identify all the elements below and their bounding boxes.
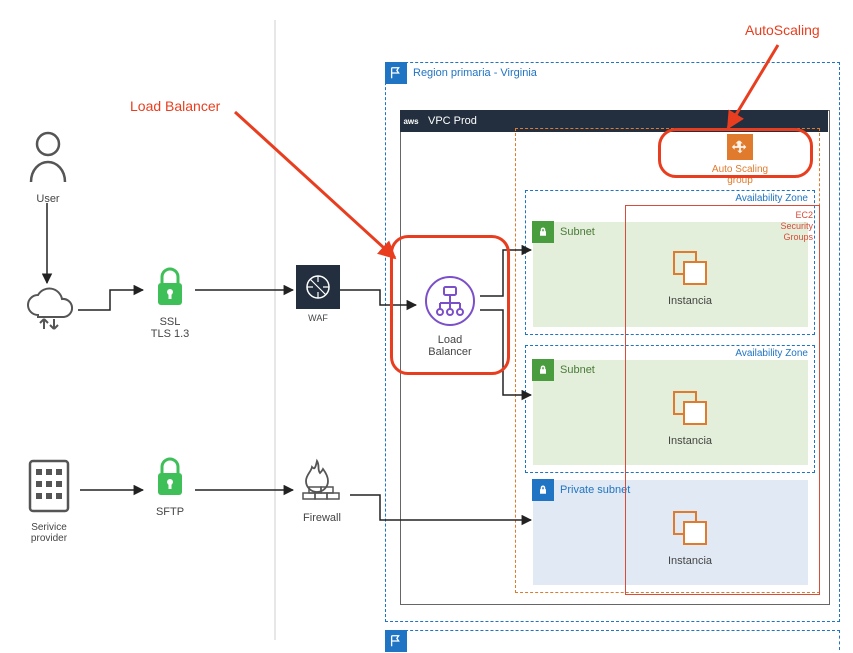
user-label: User xyxy=(25,193,71,205)
instance1-label: Instancia xyxy=(660,295,720,307)
sftp-label: SFTP xyxy=(145,506,195,518)
user-icon xyxy=(25,130,71,186)
subnet2-label: Subnet xyxy=(560,364,595,376)
autoscaling-icon xyxy=(727,134,753,160)
annotation-autoscaling: AutoScaling xyxy=(745,22,820,38)
lock-icon xyxy=(532,359,554,381)
firewall-node: Firewall xyxy=(295,455,349,524)
cloud-node xyxy=(20,285,78,338)
region-label: Region primaria - Virginia xyxy=(413,67,537,79)
ec2-instance-icon xyxy=(670,248,710,288)
ssl-lock-icon xyxy=(150,265,190,309)
annotation-load-balancer: Load Balancer xyxy=(130,98,220,114)
service-provider-node: Serivice provider xyxy=(18,455,80,544)
ssl-sublabel: TLS 1.3 xyxy=(145,328,195,340)
security-group-box: EC2 Security Groups xyxy=(625,205,820,595)
autoscaling-icon-block: Auto Scaling group xyxy=(700,134,780,186)
region-secondary-peek xyxy=(385,630,840,650)
instance-3: Instancia xyxy=(660,508,720,567)
cloud-icon xyxy=(20,285,78,335)
ssl-label: SSL xyxy=(145,316,195,328)
vpc-label: VPC Prod xyxy=(428,115,477,127)
waf-icon xyxy=(296,265,340,309)
region-flag-icon xyxy=(385,62,407,84)
instance2-label: Instancia xyxy=(660,435,720,447)
private-subnet-label: Private subnet xyxy=(560,484,630,496)
load-balancer-icon xyxy=(424,275,476,327)
az1-label: Availability Zone xyxy=(735,193,808,204)
ec2-instance-icon xyxy=(670,508,710,548)
instance-1: Instancia xyxy=(660,248,720,307)
autoscaling-label: Auto Scaling group xyxy=(700,164,780,186)
waf-node: WAF xyxy=(295,265,341,323)
user-node: User xyxy=(25,130,71,205)
diagram-canvas: Region primaria - Virginia aws VPC Prod … xyxy=(0,0,853,653)
sg-label: EC2 Security Groups xyxy=(780,210,813,242)
aws-logo-icon: aws xyxy=(400,110,422,132)
instance3-label: Instancia xyxy=(660,555,720,567)
lock-icon xyxy=(532,221,554,243)
lock-icon xyxy=(532,479,554,501)
subnet1-label: Subnet xyxy=(560,226,595,238)
waf-label: WAF xyxy=(295,313,341,323)
load-balancer-node: Load Balancer xyxy=(418,275,482,358)
sftp-lock-icon xyxy=(150,455,190,499)
firewall-label: Firewall xyxy=(295,512,349,524)
lb-label: Load Balancer xyxy=(418,334,482,358)
firewall-icon xyxy=(297,455,347,505)
ssl-node: SSL TLS 1.3 xyxy=(145,265,195,340)
sp-label: Serivice provider xyxy=(18,522,80,544)
region-flag-icon xyxy=(385,630,407,652)
building-icon xyxy=(24,455,74,515)
ec2-instance-icon xyxy=(670,388,710,428)
sftp-node: SFTP xyxy=(145,455,195,518)
instance-2: Instancia xyxy=(660,388,720,447)
